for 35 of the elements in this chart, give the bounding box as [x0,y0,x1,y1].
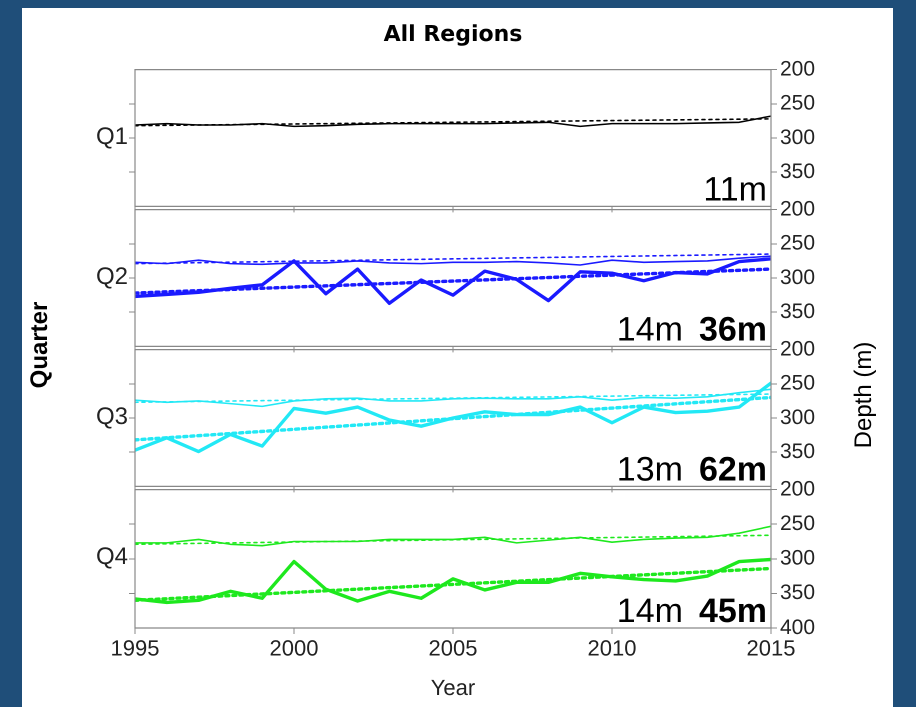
y-tick-label: 200 [780,197,816,220]
y-tick-label: 200 [780,477,816,500]
y-tick-label: 250 [780,92,816,115]
annotation: 14m [616,592,683,630]
text: Q3 [94,403,128,431]
y-tick-label: 350 [780,440,816,463]
y-tick-label: 300 [780,126,816,149]
y-tick-label: 300 [780,406,816,429]
x-tick-label: 2010 [588,635,636,660]
annotation: 62m [698,450,767,488]
chart-title: All Regions [382,22,524,47]
text: Q2 [94,263,128,291]
text: Q4 [94,543,128,571]
y2-axis-title: Quarter [26,302,54,388]
y-tick-label: 250 [780,232,816,255]
x-axis-title: Year [430,674,476,700]
y-tick-label: 200 [780,337,816,360]
y-tick-label: 250 [780,512,816,535]
annotation: 11m [703,170,767,208]
y-tick-label: 300 [780,546,816,570]
annotation: 36m [698,310,767,348]
annotation: 13m [616,450,683,488]
text: Q1 [94,123,128,151]
annotation: 45m [698,592,767,630]
x-tick-label: 2005 [428,635,478,660]
y-tick-label: 250 [780,372,816,395]
y-tick-label: 350 [780,581,816,604]
x-tick-label: 1995 [110,635,160,660]
x-tick-label: 2000 [270,635,318,660]
annotation: 14m [616,310,683,348]
y-tick-label: 200 [780,57,816,80]
y-tick-label: 350 [780,300,816,323]
y-tick-label: 350 [780,160,816,183]
y-axis-title: Depth (m) [850,342,878,448]
y-tick-label: 300 [780,266,816,289]
